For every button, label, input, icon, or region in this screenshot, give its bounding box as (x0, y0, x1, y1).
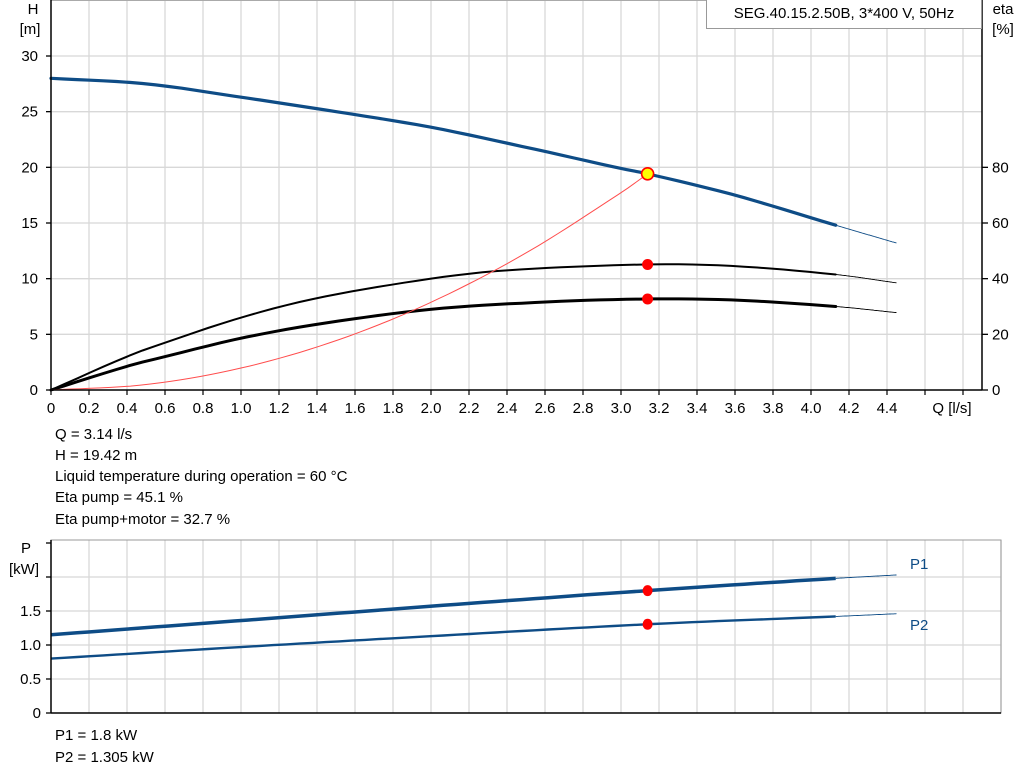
x-tick-label: 2.2 (459, 400, 480, 417)
x-tick-label: 4.4 (877, 400, 898, 417)
y-tick-label: 0 (30, 382, 38, 399)
x-tick-label: 4.0 (801, 400, 822, 417)
info-flow: Q = 3.14 l/s (55, 426, 133, 443)
y-axis-unit-m: [m] (20, 21, 41, 38)
x-tick-label: 3.4 (687, 400, 708, 417)
x-tick-label: 1.0 (231, 400, 252, 417)
x-tick-label: 2.8 (573, 400, 594, 417)
eta_pump_motor-curve-extension (835, 306, 897, 314)
top-chart-grid (51, 0, 982, 390)
top-chart-curves (49, 76, 897, 392)
y2-tick-label: 40 (992, 271, 1009, 288)
duty-point-P1 (642, 585, 653, 597)
duty-point-P2 (642, 618, 653, 630)
y2-tick-label: 20 (992, 326, 1009, 343)
info-p1: P1 = 1.8 kW (55, 727, 138, 744)
y2-tick-label: 0 (992, 382, 1000, 399)
x-tick-label: 2.0 (421, 400, 442, 417)
y-axis-label-h: H (28, 1, 39, 18)
head-curve-extension (835, 224, 897, 244)
P2-curve-extension (835, 613, 897, 617)
bottom-chart-border (50, 539, 1002, 714)
p-axis-unit: [kW] (9, 561, 39, 578)
x-tick-label: 0.8 (193, 400, 214, 417)
x-tick-label: 0.6 (155, 400, 176, 417)
head-curve (49, 76, 838, 227)
p-tick-label: 0 (33, 705, 41, 722)
y-tick-label: 5 (30, 326, 38, 343)
eta_pump-curve (50, 263, 837, 391)
y-tick-label: 20 (21, 159, 38, 176)
x-tick-label: 1.2 (269, 400, 290, 417)
y2-tick-label: 80 (992, 159, 1009, 176)
info-eta-pump-motor: Eta pump+motor = 32.7 % (55, 511, 231, 528)
legend-p2: P2 (910, 617, 928, 634)
eta_pump_motor-curve (49, 297, 838, 392)
y-tick-label: 15 (21, 215, 38, 232)
system-curve (50, 173, 648, 391)
info-eta-pump: Eta pump = 45.1 % (55, 489, 183, 506)
bottom-chart-curves (50, 574, 897, 660)
x-tick-label: 3.8 (763, 400, 784, 417)
p-tick-label: 1.0 (20, 637, 41, 654)
duty-point-head (640, 166, 655, 181)
x-tick-label: 3.0 (611, 400, 632, 417)
x-tick-label: 4.2 (839, 400, 860, 417)
p-tick-label: 1.5 (20, 603, 41, 620)
y-tick-label: 25 (21, 104, 38, 121)
duty-point-eta_pump (642, 258, 654, 270)
legend-p1: P1 (910, 556, 928, 573)
x-tick-label: 0.2 (79, 400, 100, 417)
x-axis-label-q: Q [l/s] (932, 400, 971, 417)
y-tick-label: 30 (21, 48, 38, 65)
info-p2: P2 = 1.305 kW (55, 749, 154, 766)
y-tick-label: 10 (21, 271, 38, 288)
p-tick-label: 0.5 (20, 671, 41, 688)
duty-point-eta_pump_motor (642, 293, 654, 305)
x-tick-label: 1.4 (307, 400, 328, 417)
info-head: H = 19.42 m (55, 447, 138, 464)
info-liquid-temperature: Liquid temperature during operation = 60… (55, 468, 348, 485)
P1-curve-extension (835, 574, 897, 579)
eta_pump-curve-extension (835, 274, 897, 284)
y2-axis-label-eta: eta (993, 1, 1015, 18)
pump-model-label: SEG.40.15.2.50B, 3*400 V, 50Hz (706, 0, 982, 29)
p-axis-label: P (21, 540, 31, 557)
x-tick-label: 0 (47, 400, 55, 417)
y2-tick-label: 60 (992, 215, 1009, 232)
x-tick-label: 3.2 (649, 400, 670, 417)
x-tick-label: 0.4 (117, 400, 138, 417)
axes: 0 5 10 15 20 25 30 0 20 40 60 80 0 0.2 0.4 0.6 0.8 1.0 1.2… (20, 0, 1009, 722)
P1-curve (50, 576, 836, 637)
y2-axis-unit-percent: [%] (992, 21, 1014, 38)
P2-curve (50, 615, 836, 660)
axis-labels: H [m] eta [%] Q [l/s] P [kW] P1 P2 (9, 1, 1014, 634)
x-tick-label: 3.6 (725, 400, 746, 417)
x-tick-label: 1.8 (383, 400, 404, 417)
bottom-chart-grid (50, 539, 1002, 714)
x-tick-label: 2.4 (497, 400, 518, 417)
x-tick-label: 1.6 (345, 400, 366, 417)
x-tick-label: 2.6 (535, 400, 556, 417)
